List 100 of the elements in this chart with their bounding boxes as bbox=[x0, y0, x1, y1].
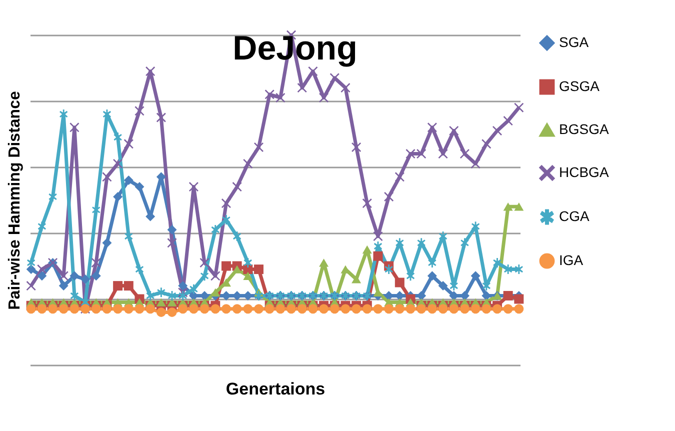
point bbox=[416, 149, 426, 159]
point bbox=[222, 215, 230, 225]
point bbox=[58, 281, 68, 291]
point bbox=[124, 175, 134, 185]
point bbox=[70, 304, 80, 314]
point bbox=[416, 304, 426, 314]
point bbox=[156, 307, 166, 317]
point bbox=[406, 149, 416, 159]
point bbox=[319, 258, 329, 267]
point bbox=[340, 304, 350, 314]
point bbox=[156, 298, 166, 306]
point bbox=[449, 304, 459, 314]
point bbox=[427, 304, 437, 314]
point bbox=[37, 271, 47, 281]
point bbox=[113, 158, 123, 168]
point bbox=[297, 304, 307, 314]
point bbox=[244, 258, 252, 268]
point bbox=[178, 304, 188, 314]
point bbox=[406, 304, 416, 314]
point bbox=[124, 281, 134, 291]
point bbox=[514, 102, 524, 112]
point bbox=[374, 241, 382, 251]
point bbox=[243, 272, 253, 280]
point bbox=[504, 264, 512, 274]
point bbox=[396, 238, 404, 248]
point bbox=[460, 304, 470, 314]
legend-label: SGA bbox=[559, 34, 590, 50]
point bbox=[460, 238, 469, 248]
point bbox=[362, 245, 372, 254]
point bbox=[330, 304, 340, 314]
point bbox=[157, 288, 166, 298]
point bbox=[439, 232, 448, 242]
point bbox=[38, 222, 46, 232]
point bbox=[70, 271, 80, 281]
point bbox=[26, 264, 36, 274]
point bbox=[276, 304, 286, 314]
point bbox=[330, 73, 340, 83]
point bbox=[243, 304, 253, 314]
point bbox=[124, 304, 134, 314]
point bbox=[362, 198, 372, 208]
point bbox=[394, 278, 404, 288]
point bbox=[221, 261, 231, 271]
point bbox=[514, 294, 524, 304]
point bbox=[167, 307, 177, 317]
point bbox=[460, 149, 470, 159]
point bbox=[26, 281, 36, 291]
point bbox=[470, 271, 480, 281]
point bbox=[427, 122, 437, 132]
point bbox=[297, 83, 307, 93]
point bbox=[178, 290, 187, 300]
point bbox=[70, 290, 78, 300]
point bbox=[80, 274, 90, 284]
point bbox=[102, 238, 112, 248]
point bbox=[210, 271, 220, 281]
point bbox=[91, 271, 101, 281]
point bbox=[319, 92, 329, 102]
legend-label: BGSGA bbox=[559, 121, 610, 137]
point bbox=[211, 224, 220, 234]
point bbox=[438, 149, 448, 159]
point bbox=[492, 126, 502, 136]
point bbox=[362, 304, 372, 314]
point bbox=[27, 258, 36, 268]
y-axis-title: Pair-wise Hamming Distance bbox=[6, 91, 24, 310]
point bbox=[178, 281, 188, 291]
point bbox=[417, 238, 426, 248]
point bbox=[232, 304, 242, 314]
point bbox=[394, 304, 404, 314]
point bbox=[113, 304, 123, 314]
point bbox=[210, 288, 220, 297]
point bbox=[470, 304, 480, 314]
point bbox=[232, 265, 242, 274]
point bbox=[156, 112, 166, 122]
point bbox=[210, 304, 220, 314]
legend-label: CGA bbox=[559, 208, 590, 224]
point bbox=[286, 304, 296, 314]
point bbox=[472, 222, 480, 232]
point bbox=[190, 284, 198, 294]
point bbox=[406, 271, 415, 281]
point bbox=[384, 304, 394, 314]
point bbox=[450, 281, 458, 291]
point bbox=[113, 192, 123, 202]
point bbox=[26, 304, 36, 314]
point bbox=[503, 304, 513, 314]
point bbox=[264, 90, 274, 100]
point bbox=[482, 304, 492, 314]
point bbox=[276, 92, 286, 102]
point bbox=[37, 264, 47, 274]
point bbox=[70, 122, 80, 132]
point bbox=[91, 304, 101, 314]
point bbox=[492, 304, 502, 314]
point bbox=[48, 304, 58, 314]
point bbox=[493, 258, 502, 268]
point bbox=[167, 298, 177, 306]
point bbox=[308, 66, 318, 76]
point bbox=[92, 205, 100, 215]
point bbox=[264, 304, 274, 314]
point bbox=[340, 83, 350, 93]
point bbox=[416, 290, 426, 300]
point bbox=[384, 264, 393, 274]
point bbox=[188, 182, 198, 192]
